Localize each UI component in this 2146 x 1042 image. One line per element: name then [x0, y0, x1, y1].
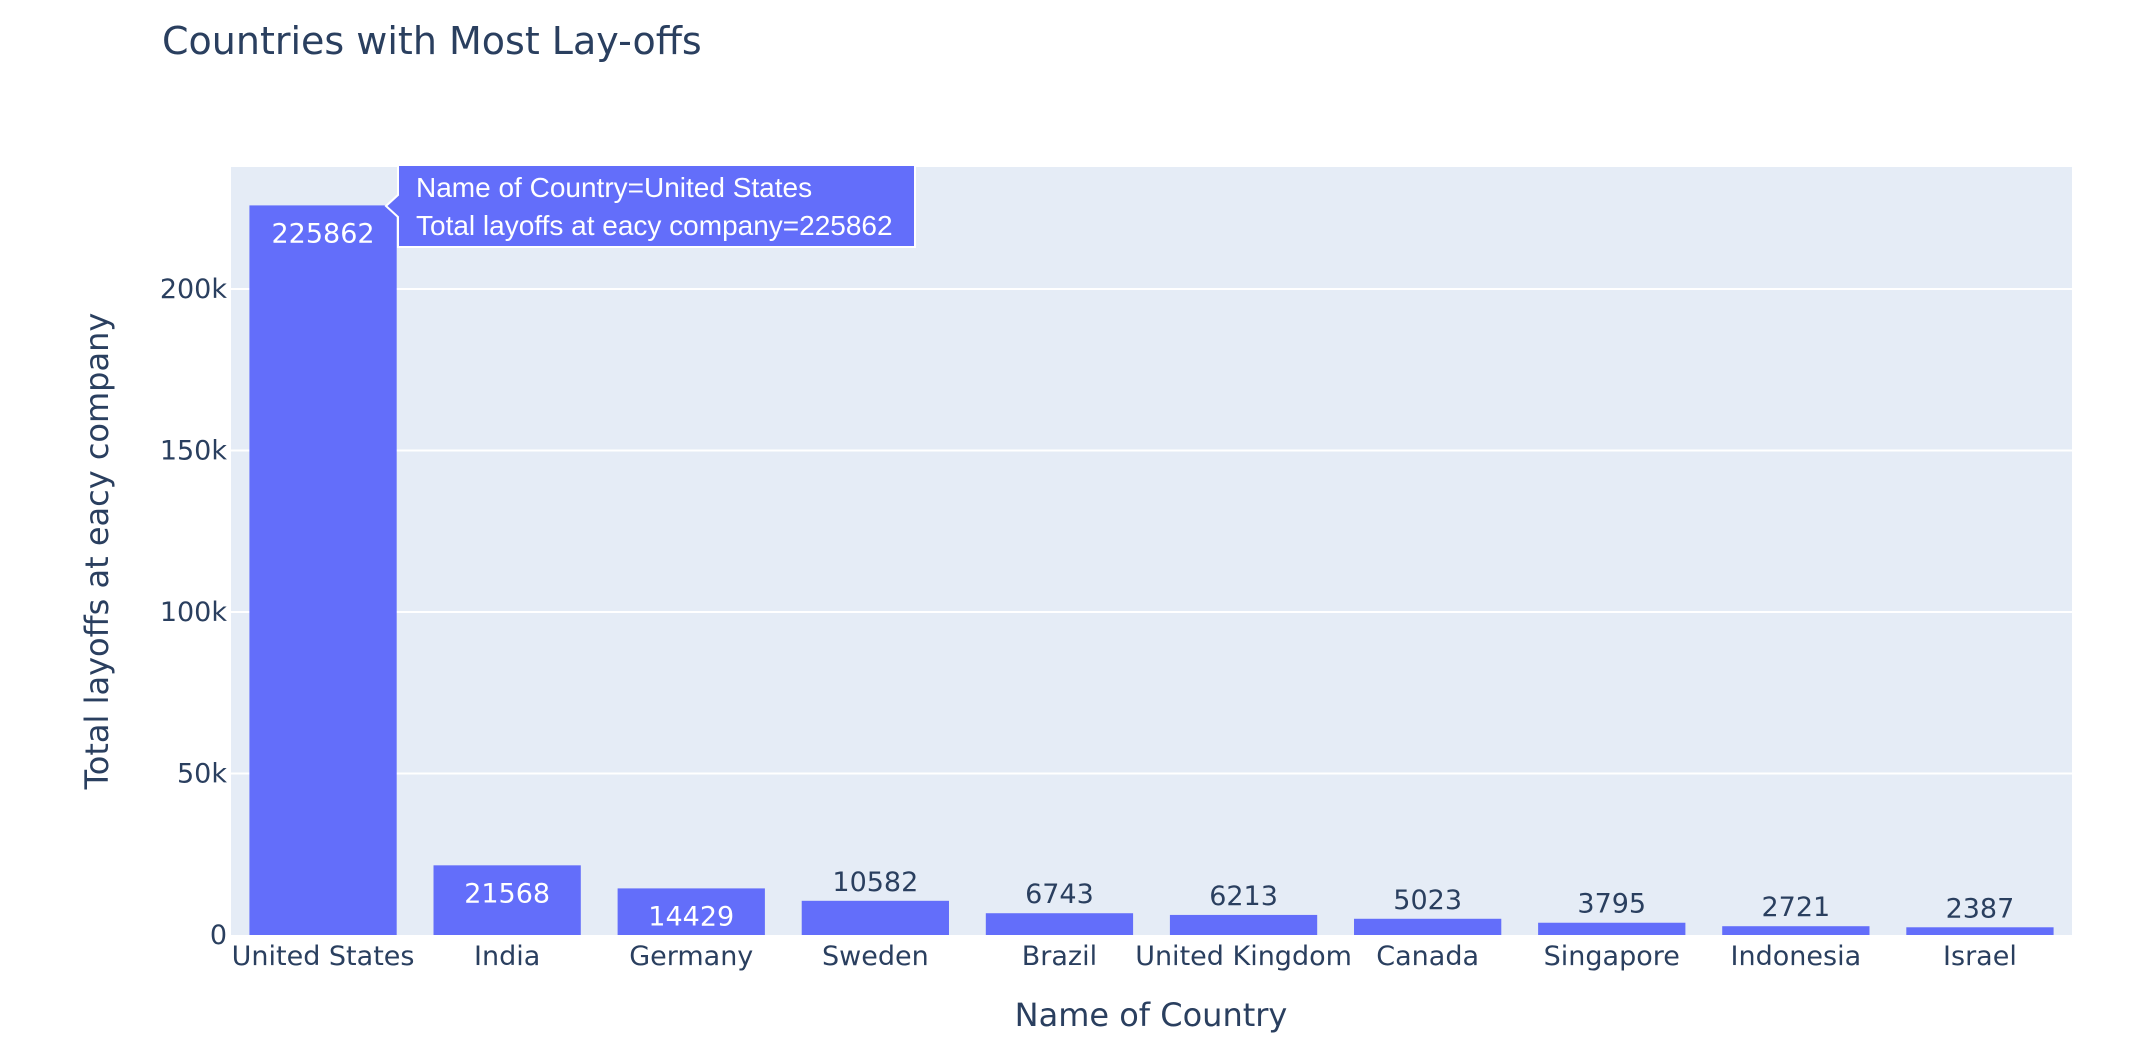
- x-tick-label: India: [474, 941, 540, 972]
- x-tick-label: United States: [232, 941, 415, 972]
- bar: [1354, 918, 1502, 935]
- x-tick-label: Israel: [1943, 941, 2017, 972]
- bars: 225862 21568 14429 10582 6743 6213 5023 3795 272…: [249, 205, 2054, 935]
- x-tick-label: Indonesia: [1731, 941, 1862, 972]
- bar: [801, 900, 949, 935]
- bar-value-label: 5023: [1393, 885, 1462, 916]
- tooltip-box: [384, 164, 916, 248]
- plot-area: [231, 167, 2072, 935]
- x-tick-label: United Kingdom: [1135, 941, 1352, 972]
- bar: [617, 888, 765, 935]
- y-tick-label: 200k: [160, 274, 228, 305]
- x-tick-label: Sweden: [822, 941, 929, 972]
- bar-value-label: 10582: [832, 867, 918, 898]
- x-tick-label: Brazil: [1022, 941, 1097, 972]
- y-axis-ticks: 0 50k 100k 150k 200k: [160, 274, 228, 951]
- bar: [433, 865, 581, 935]
- x-axis-title: Name of Country: [1015, 996, 1288, 1034]
- bar-value-label: 14429: [648, 901, 734, 932]
- bar-value-label: 6743: [1025, 879, 1094, 910]
- y-tick-label: 150k: [160, 435, 228, 466]
- x-axis-ticks: United States India Germany Sweden Brazil Uni…: [232, 941, 2017, 972]
- chart-title: Countries with Most Lay-offs: [162, 19, 702, 63]
- bar-value-label: 2387: [1946, 893, 2015, 924]
- y-tick-label: 0: [210, 920, 227, 951]
- bar: [249, 205, 397, 935]
- bar: [1906, 927, 2054, 935]
- y-tick-label: 50k: [177, 758, 227, 789]
- tooltip-line-2: Total layoffs at eacy company=225862: [416, 210, 893, 241]
- bar: [985, 913, 1134, 935]
- bar-value-label: 6213: [1209, 881, 1278, 912]
- bar: [1538, 922, 1686, 935]
- bar: [1722, 926, 1870, 935]
- x-tick-label: Canada: [1376, 941, 1479, 972]
- x-tick-label: Singapore: [1544, 941, 1680, 972]
- tooltip-line-1: Name of Country=United States: [416, 172, 812, 203]
- bar-value-label: 21568: [464, 878, 550, 909]
- y-axis-title: Total layoffs at eacy company: [78, 313, 116, 791]
- bar-value-label: 2721: [1761, 892, 1830, 923]
- bar-value-label: 225862: [272, 218, 375, 249]
- y-tick-label: 100k: [160, 597, 228, 628]
- bar-value-label: 3795: [1577, 889, 1646, 920]
- bar: [1169, 914, 1318, 935]
- hover-tooltip: Name of Country=United States Total layo…: [384, 164, 916, 248]
- x-tick-label: Germany: [629, 941, 753, 972]
- gridlines: [231, 287, 2072, 775]
